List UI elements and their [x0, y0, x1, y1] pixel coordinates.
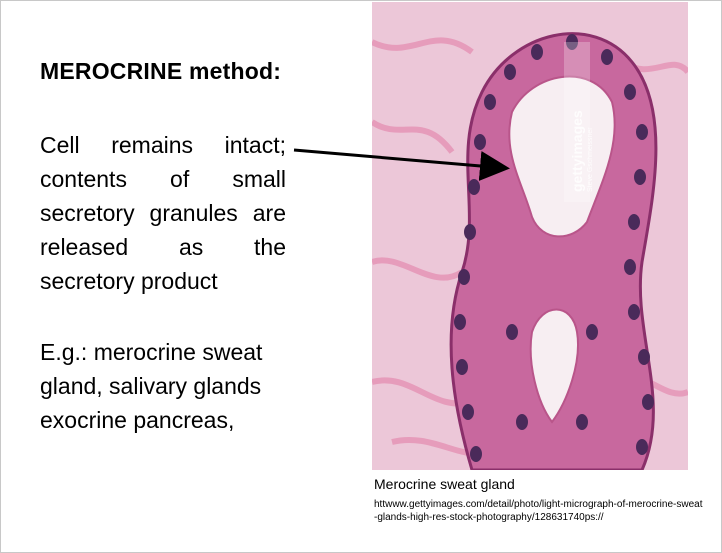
figure-source-link[interactable]: httwww.gettyimages.com/detail/photo/ligh…: [374, 499, 703, 523]
description-text: Cell remains intact; contents of small s…: [40, 132, 286, 294]
sweat-gland-micrograph: gettyimages Steve Gschmeissner: [372, 2, 688, 470]
watermark-credit: Steve Gschmeissner: [587, 127, 594, 192]
example-text: E.g.: merocrine sweat gland, salivary gl…: [40, 339, 263, 433]
watermark-text: gettyimages: [569, 110, 585, 192]
figure-caption: Merocrine sweat gland: [374, 476, 515, 492]
micrograph-image: gettyimages Steve Gschmeissner: [372, 2, 688, 470]
slide-heading: MEROCRINE method:: [40, 58, 282, 84]
